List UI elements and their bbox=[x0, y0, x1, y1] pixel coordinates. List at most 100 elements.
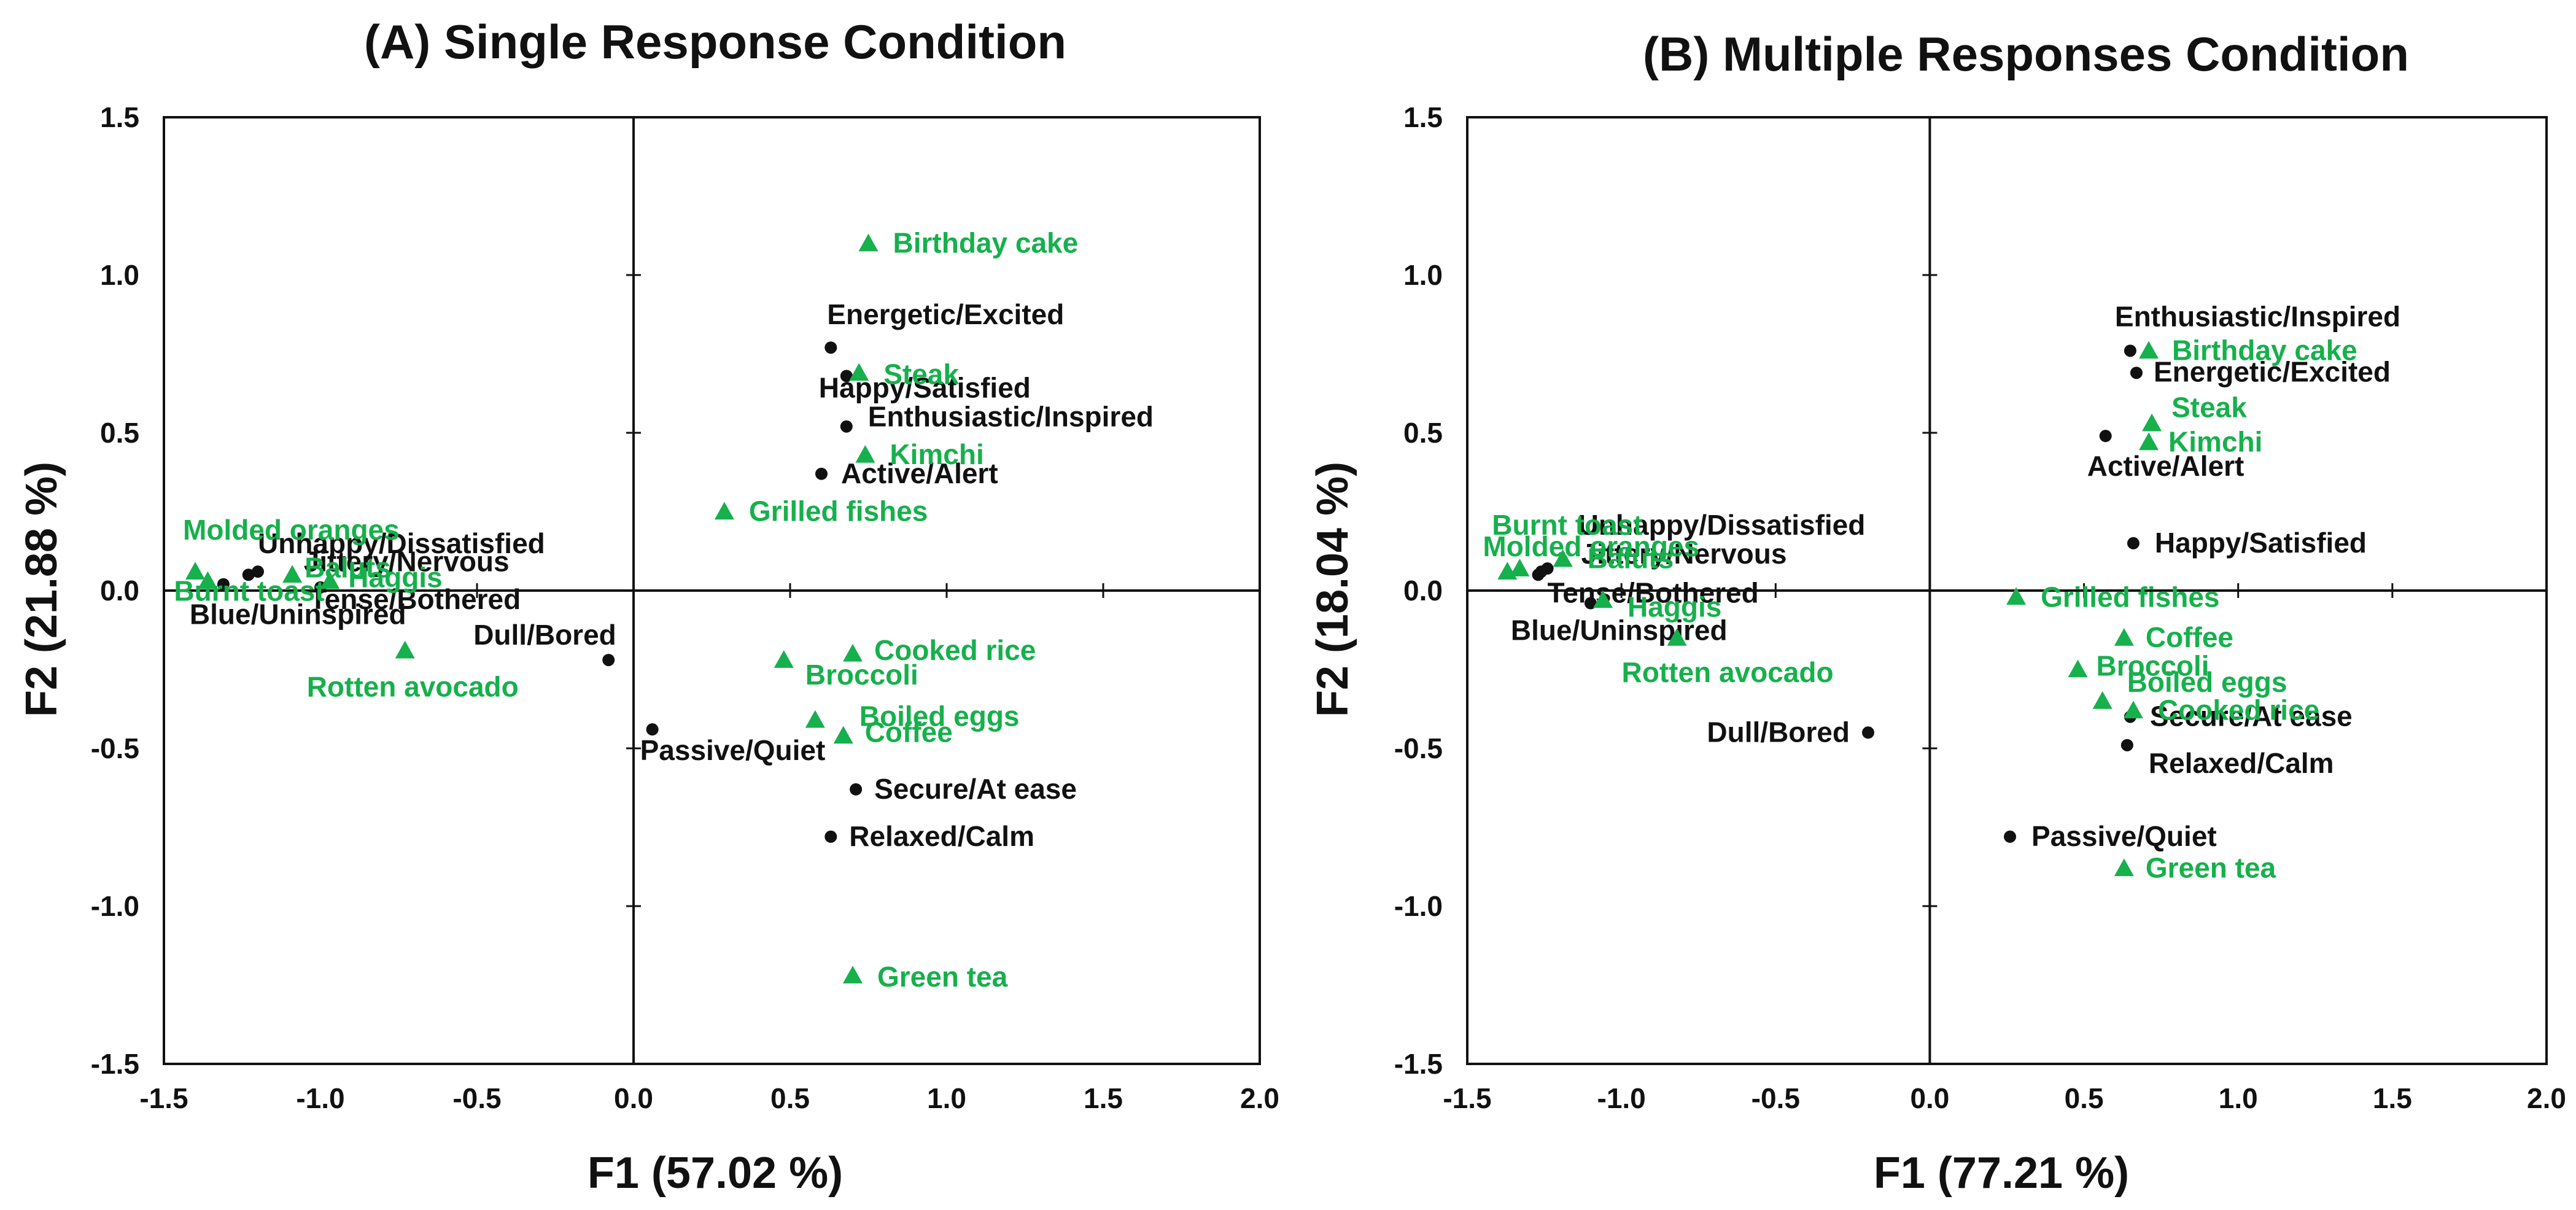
panel-a-marker-active-alert bbox=[815, 467, 828, 480]
panel-a-marker-baluts bbox=[282, 565, 303, 583]
panel-a-ylabel: F2 (21.88 %) bbox=[17, 462, 66, 717]
panel-b-label-boiled-eggs: Boiled eggs bbox=[2127, 666, 2287, 698]
panel-a-x-tick-label: 1.5 bbox=[1084, 1082, 1123, 1114]
panel-b-label-passive-quiet: Passive/Quiet bbox=[2031, 820, 2217, 852]
panel-b-marker-rotten-avocado bbox=[1667, 628, 1687, 646]
panel-b-label-broccoli: Broccoli bbox=[2097, 650, 2209, 682]
panel-a-marker-molded-oranges bbox=[185, 562, 205, 580]
panel-a-marker-secure-at-ease bbox=[850, 783, 863, 796]
panel-a-x-tick-label: 1.0 bbox=[927, 1082, 966, 1114]
panel-a-label-green-tea: Green tea bbox=[877, 961, 1008, 993]
panel-b-marker-energetic-excited bbox=[2130, 366, 2143, 379]
panel-b-label-grilled-fishes: Grilled fishes bbox=[2041, 581, 2219, 613]
panel-b-y-tick-label: 1.5 bbox=[1403, 101, 1443, 133]
panel-b-label-happy-satisfied: Happy/Satisfied bbox=[2155, 527, 2367, 559]
panel-b-label-burnt-toast: Burnt toast bbox=[1492, 509, 1642, 541]
panel-b-label-jittery-nervous: Jittery/Nervous bbox=[1581, 538, 1787, 570]
panel-a-x-tick-label: 0.5 bbox=[770, 1082, 810, 1114]
panel-a-marker-jittery-nervous bbox=[242, 568, 255, 581]
panel-a-marker-blue-uninspired bbox=[217, 578, 230, 591]
panel-a-label-birthday-cake: Birthday cake bbox=[893, 227, 1079, 259]
panel-b-y-tick-label: -0.5 bbox=[1394, 732, 1443, 764]
panel-b-title: (B) Multiple Responses Condition bbox=[1643, 27, 2409, 81]
panel-b-label-rotten-avocado: Rotten avocado bbox=[1622, 656, 1834, 688]
panel-b-marker-cooked-rice bbox=[2123, 700, 2143, 719]
panel-b-marker-green-tea bbox=[2114, 858, 2134, 877]
panel-a-y-tick-label: 0.0 bbox=[100, 575, 139, 607]
panel-a-label-rotten-avocado: Rotten avocado bbox=[307, 671, 519, 703]
panel-a-x-tick-label: -1.5 bbox=[139, 1082, 188, 1114]
panel-b-ylabel: F2 (18.04 %) bbox=[1308, 462, 1357, 717]
panel-b-x-tick-label: 1.5 bbox=[2373, 1082, 2412, 1114]
panel-a-label-burnt-toast: Burnt toast bbox=[174, 575, 324, 607]
panel-b-y-tick-label: -1.5 bbox=[1394, 1048, 1443, 1080]
panel-a-label-broccoli: Broccoli bbox=[805, 659, 918, 691]
panel-a-marker-passive-quiet bbox=[646, 723, 659, 736]
panel-a-x-tick-label: 2.0 bbox=[1240, 1082, 1279, 1114]
panel-b-marker-happy-satisfied bbox=[2127, 537, 2140, 549]
panel-a-label-enthusiastic-inspired: Enthusiastic/Inspired bbox=[868, 401, 1154, 433]
panel-b-label-unhappy-dissatisfied: Unhappy/Dissatisfied bbox=[1578, 509, 1866, 541]
panel-a-label-cooked-rice: Cooked rice bbox=[874, 634, 1036, 666]
panel-a-y-tick-label: 1.0 bbox=[100, 259, 139, 291]
panel-a-y-tick-label: -0.5 bbox=[91, 732, 139, 764]
panel-b-marker-birthday-cake bbox=[2139, 341, 2159, 359]
panel-a-label-energetic-excited: Energetic/Excited bbox=[827, 298, 1064, 330]
panel-a-marker-rotten-avocado bbox=[395, 640, 415, 659]
panel-a-y-tick-label: 0.5 bbox=[100, 417, 139, 449]
panel-a-label-relaxed-calm: Relaxed/Calm bbox=[849, 820, 1034, 852]
panel-b-marker-grilled-fishes bbox=[2006, 587, 2027, 605]
panel-b-marker-boiled-eggs bbox=[2092, 691, 2112, 709]
panel-a-label-jittery-nervous: Jittery/Nervous bbox=[304, 545, 510, 577]
panel-a-label-kimchi: Kimchi bbox=[890, 438, 983, 470]
panel-b-label-energetic-excited: Energetic/Excited bbox=[2154, 355, 2391, 387]
panel-a-title: (A) Single Response Condition bbox=[364, 15, 1066, 69]
panel-a: (A) Single Response Condition F1 (57.02 … bbox=[17, 15, 1279, 1198]
panel-a-y-tick-label: 1.5 bbox=[100, 101, 139, 133]
panel-b-y-tick-label: 1.0 bbox=[1403, 259, 1443, 291]
panel-a-label-unhappy-dissatisfied: Unhappy/Dissatisfied bbox=[258, 527, 545, 559]
panel-b-marker-blue-uninspired bbox=[1584, 597, 1597, 610]
panel-b-marker-enthusiastic-inspired bbox=[2124, 344, 2136, 357]
panel-a-xlabel: F1 (57.02 %) bbox=[588, 1149, 843, 1198]
panel-b-label-molded-oranges: Molded oranges bbox=[1483, 530, 1699, 562]
panel-a-label-baluts: Baluts bbox=[305, 551, 391, 583]
panel-b-marker-steak bbox=[2142, 413, 2162, 432]
panel-b-label-enthusiastic-inspired: Enthusiastic/Inspired bbox=[2115, 300, 2400, 332]
panel-b-label-active-alert: Active/Alert bbox=[2087, 450, 2244, 482]
panel-b-y-tick-label: 0.5 bbox=[1403, 417, 1443, 449]
panel-b-x-tick-label: -0.5 bbox=[1752, 1082, 1800, 1114]
panel-b-marker-dull-bored bbox=[1861, 726, 1874, 739]
panel-a-marker-haggis bbox=[320, 571, 340, 589]
panel-b-label-baluts: Baluts bbox=[1588, 543, 1674, 575]
panel-a-x-tick-label: -0.5 bbox=[452, 1082, 501, 1114]
panel-b-label-dull-bored: Dull/Bored bbox=[1707, 716, 1850, 748]
panel-a-marker-burnt-toast bbox=[198, 571, 218, 589]
panel-a-label-blue-uninspired: Blue/Uninspired bbox=[190, 599, 406, 630]
panel-a-label-grilled-fishes: Grilled fishes bbox=[749, 495, 928, 527]
panel-a-label-tense-bothered: Tense/Bothered bbox=[309, 583, 521, 615]
panel-b-label-haggis: Haggis bbox=[1627, 591, 1721, 622]
panel-b-marker-kimchi bbox=[2139, 432, 2159, 451]
panel-a-marker-relaxed-calm bbox=[824, 830, 837, 843]
panel-b-marker-broccoli bbox=[2068, 659, 2088, 678]
panel-b-label-secure-at-ease: Secure/At ease bbox=[2150, 700, 2353, 732]
panel-a-label-coffee: Coffee bbox=[865, 716, 953, 748]
panel-a-label-molded-oranges: Molded oranges bbox=[183, 514, 400, 546]
panel-b-marker-coffee bbox=[2114, 628, 2134, 646]
panel-b-marker-haggis bbox=[1593, 590, 1613, 608]
panel-a-marker-boiled-eggs bbox=[805, 710, 825, 728]
panel-b-label-blue-uninspired: Blue/Uninspired bbox=[1511, 615, 1728, 646]
panel-a-y-tick-label: -1.5 bbox=[91, 1048, 139, 1080]
panel-b: (B) Multiple Responses Condition F1 (77.… bbox=[1308, 27, 2566, 1198]
panel-b-y-tick-label: 0.0 bbox=[1403, 575, 1443, 607]
panel-a-marker-enthusiastic-inspired bbox=[840, 420, 853, 433]
panel-a-marker-coffee bbox=[833, 726, 853, 744]
panel-a-label-passive-quiet: Passive/Quiet bbox=[640, 734, 826, 766]
panel-a-label-secure-at-ease: Secure/At ease bbox=[874, 773, 1077, 805]
panel-b-label-kimchi: Kimchi bbox=[2168, 425, 2262, 457]
panel-b-plot: -1.5 -1.0 -0.5 0.0 0.5 1.0 1.5 2.0 -1.5 -1.0 -0.5 0… bbox=[1394, 101, 2566, 1114]
panel-b-label-green-tea: Green tea bbox=[2146, 851, 2276, 883]
